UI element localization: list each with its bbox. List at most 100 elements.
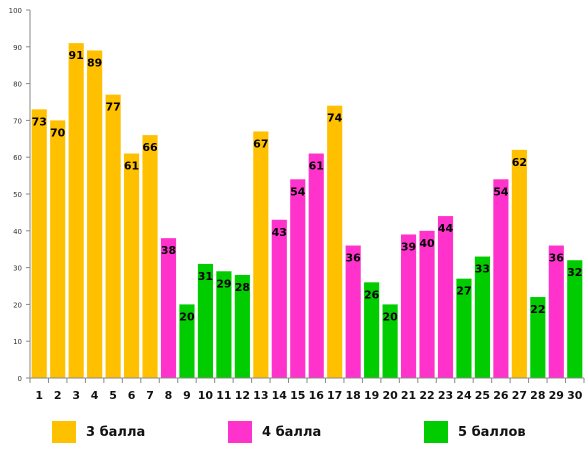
bar-16 — [308, 153, 324, 378]
bar-25 — [474, 256, 491, 378]
x-tick-label-27: 27 — [512, 389, 527, 402]
bar-value-label-18: 36 — [346, 252, 362, 265]
x-tick-label-16: 16 — [309, 389, 325, 402]
x-tick-label-11: 11 — [216, 389, 231, 402]
legend-label-4: 4 балла — [262, 424, 322, 440]
bar-value-label-9: 20 — [179, 310, 195, 323]
bar-value-label-1: 73 — [32, 115, 47, 128]
y-tick-label: 70 — [13, 117, 22, 125]
y-tick-label: 80 — [13, 81, 22, 89]
bar-27 — [511, 149, 527, 378]
bar-value-label-22: 40 — [419, 237, 435, 250]
bar-28 — [530, 297, 546, 378]
x-tick-label-24: 24 — [456, 389, 472, 402]
bar-value-label-30: 32 — [567, 266, 582, 279]
bar-13 — [253, 131, 269, 378]
x-tick-label-8: 8 — [165, 389, 173, 402]
legend-swatch-4 — [228, 421, 252, 443]
bar-1 — [31, 109, 47, 379]
y-tick-label: 30 — [13, 265, 22, 273]
bar-value-label-21: 39 — [401, 240, 416, 253]
bar-22 — [419, 230, 435, 378]
bar-14 — [271, 219, 287, 378]
bar-18 — [345, 245, 361, 378]
bar-17 — [327, 105, 343, 379]
bar-value-label-11: 29 — [216, 277, 231, 290]
bar-19 — [364, 282, 380, 378]
x-tick-label-25: 25 — [475, 389, 490, 402]
bar-value-label-4: 89 — [87, 56, 102, 69]
bar-value-label-25: 33 — [475, 263, 490, 276]
bar-5 — [105, 94, 121, 378]
bar-11 — [216, 271, 232, 378]
y-tick-label: 0 — [18, 375, 22, 383]
bar-12 — [234, 274, 250, 378]
x-tick-label-10: 10 — [198, 389, 214, 402]
bar-value-label-23: 44 — [438, 222, 454, 235]
y-axis: 0 10 20 30 40 50 60 70 80 90 100 — [9, 7, 31, 383]
bar-value-label-17: 74 — [327, 112, 343, 125]
x-tick-label-23: 23 — [438, 389, 453, 402]
bar-8 — [160, 238, 177, 378]
bar-23 — [437, 216, 454, 378]
bar-value-label-14: 43 — [272, 226, 287, 239]
bar-9 — [179, 304, 195, 378]
x-tick-label-6: 6 — [128, 389, 136, 402]
bar-value-label-28: 22 — [530, 303, 545, 316]
bar-24 — [456, 278, 472, 378]
x-tick-label-15: 15 — [290, 389, 305, 402]
legend-item-3: 3 балла — [52, 420, 145, 444]
bar-10 — [197, 263, 214, 378]
bar-value-label-8: 38 — [161, 244, 176, 257]
legend-swatch-5 — [424, 421, 448, 443]
y-tick-label: 40 — [13, 228, 22, 236]
y-tick-label: 50 — [13, 191, 22, 199]
x-axis: 1 2 3 4 5 6 7 8 9 10 11 12 13 14 15 16 17 18 19 20 21 22 23 24 2… — [29, 377, 585, 402]
bar-value-label-26: 54 — [493, 185, 509, 198]
bar-value-label-12: 28 — [235, 281, 250, 294]
bar-value-label-27: 62 — [512, 156, 527, 169]
y-tick-label: 10 — [13, 338, 22, 346]
x-tick-label-12: 12 — [235, 389, 250, 402]
legend-swatch-3 — [52, 421, 76, 443]
x-tick-label-3: 3 — [72, 389, 80, 402]
bar-value-label-3: 91 — [69, 49, 84, 62]
x-tick-label-19: 19 — [364, 389, 379, 402]
x-tick-label-17: 17 — [327, 389, 342, 402]
bar-value-label-13: 67 — [253, 137, 268, 150]
bar-4 — [87, 50, 103, 378]
bar-value-label-29: 36 — [549, 252, 565, 265]
bar-value-label-10: 31 — [198, 270, 213, 283]
bar-value-label-16: 61 — [309, 160, 324, 173]
x-tick-label-5: 5 — [109, 389, 117, 402]
bar-value-label-6: 61 — [124, 160, 139, 173]
x-tick-label-21: 21 — [401, 389, 416, 402]
bar-value-label-7: 66 — [142, 141, 158, 154]
x-tick-label-28: 28 — [530, 389, 545, 402]
x-tick-label-14: 14 — [272, 389, 288, 402]
x-tick-label-20: 20 — [382, 389, 398, 402]
bar-15 — [290, 179, 306, 378]
x-tick-label-26: 26 — [493, 389, 509, 402]
bar-value-label-20: 20 — [382, 310, 398, 323]
y-tick-label: 60 — [13, 154, 22, 162]
bar-value-label-19: 26 — [364, 288, 380, 301]
bar-6 — [123, 153, 140, 378]
x-tick-label-22: 22 — [419, 389, 434, 402]
bar-value-label-2: 70 — [50, 126, 66, 139]
legend-item-4: 4 балла — [228, 420, 321, 444]
x-tick-label-2: 2 — [54, 389, 62, 402]
legend-label-5: 5 баллов — [458, 424, 526, 440]
bar-3 — [68, 43, 84, 379]
x-tick-label-30: 30 — [567, 389, 583, 402]
x-tick-label-9: 9 — [183, 389, 191, 402]
bar-30 — [567, 260, 583, 378]
bar-7 — [142, 135, 158, 378]
bar-21 — [400, 234, 417, 378]
y-tick-label: 100 — [9, 7, 22, 15]
bar-value-label-24: 27 — [456, 285, 471, 298]
x-tick-label-4: 4 — [91, 389, 99, 402]
bar-26 — [493, 179, 509, 378]
